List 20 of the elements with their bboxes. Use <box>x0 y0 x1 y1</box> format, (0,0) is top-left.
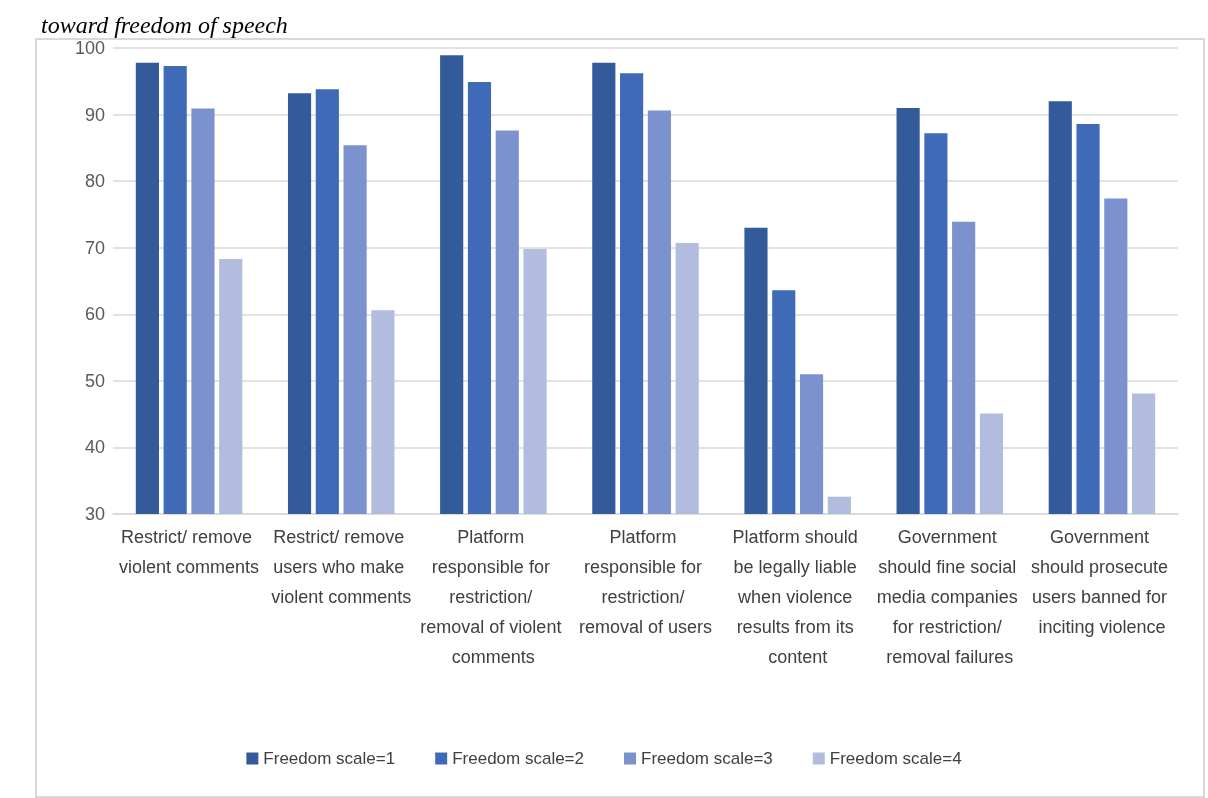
y-tick-label: 90 <box>84 104 105 125</box>
legend-label: Freedom scale=3 <box>641 749 773 768</box>
chart-title: toward freedom of speech <box>41 12 288 38</box>
x-tick-label: Government should prosecute users banned for inciting violence <box>1030 527 1173 637</box>
legend-label: Freedom scale=2 <box>452 749 585 768</box>
y-tick-label: 60 <box>84 304 105 325</box>
y-tick-label: 100 <box>74 38 105 58</box>
y-tick-label: 80 <box>84 171 105 192</box>
legend-label: Freedom scale=1 <box>263 749 396 768</box>
y-tick-label: 30 <box>84 504 105 524</box>
y-tick-label: 40 <box>84 437 105 458</box>
x-tick-label: Platform responsible for restriction/ removal of users <box>578 527 713 637</box>
x-tick-label: Government should fine social media companies for restriction/ removal failures <box>876 527 1023 667</box>
x-tick-label: Restrict/ remove users who make violent comments <box>271 527 412 607</box>
x-tick-label: Platform responsible for restriction/ removal of violent comments <box>420 527 567 667</box>
x-tick-label: Restrict/ remove violent comments <box>119 527 260 577</box>
x-tick-label: Platform should be legally liable when violence results from its content <box>732 527 863 667</box>
legend-label: Freedom scale=4 <box>829 749 962 768</box>
y-tick-label: 50 <box>84 370 105 391</box>
y-tick-label: 70 <box>84 237 105 258</box>
